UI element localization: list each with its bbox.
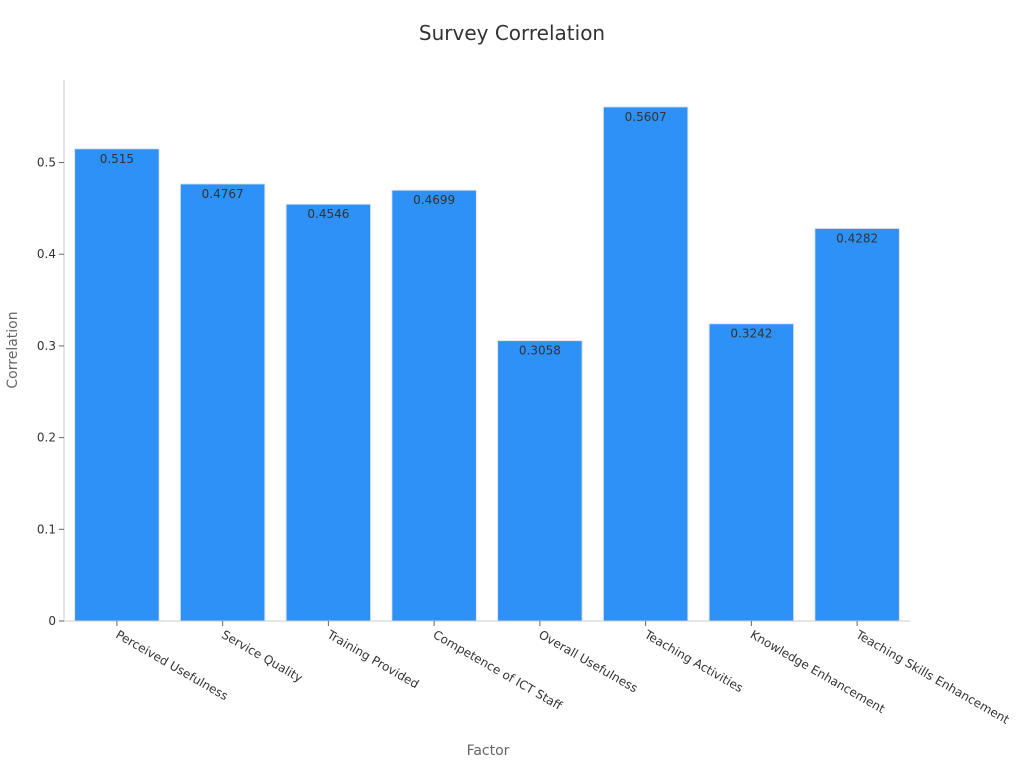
x-tick-label-0: Perceived Usefulness xyxy=(113,627,230,703)
bar-7 xyxy=(814,227,900,622)
y-tick-label-3: 0.3 xyxy=(37,339,56,353)
data-label-0: 0.515 xyxy=(100,152,134,166)
bar-1 xyxy=(179,183,266,622)
x-tick-label-4: Overall Usefulness xyxy=(536,627,640,695)
y-tick-label-1: 0.1 xyxy=(37,522,56,536)
bar-4 xyxy=(497,340,583,622)
bar-3 xyxy=(391,189,477,622)
data-label-6: 0.3242 xyxy=(730,327,772,341)
data-label-2: 0.4546 xyxy=(307,207,349,221)
data-label-3: 0.4699 xyxy=(413,193,455,207)
bar-5 xyxy=(602,106,689,622)
y-tick-label-5: 0.5 xyxy=(37,156,56,170)
data-label-5: 0.5607 xyxy=(625,110,667,124)
y-ticks-group: 0 0.1 0.2 0.3 0.4 0.5 xyxy=(37,156,64,628)
x-tick-label-5: Teaching Activities xyxy=(641,627,745,695)
y-tick-label-4: 0.4 xyxy=(37,247,56,261)
bar-6 xyxy=(708,323,795,622)
bar-0 xyxy=(74,148,160,622)
data-labels-group: 0.515 0.4767 0.4546 0.4699 0.3058 0.5607 0.324… xyxy=(100,110,878,358)
x-tick-label-1: Service Quality xyxy=(219,627,305,685)
chart-title: Survey Correlation xyxy=(419,21,605,45)
bar-2 xyxy=(285,203,372,622)
data-label-7: 0.4282 xyxy=(836,231,878,245)
data-label-1: 0.4767 xyxy=(202,187,244,201)
bars-group xyxy=(74,106,900,622)
y-axis-title: Correlation xyxy=(5,311,21,388)
y-tick-label-0: 0 xyxy=(48,614,56,628)
y-tick-label-2: 0.2 xyxy=(37,431,56,445)
data-label-4: 0.3058 xyxy=(519,344,561,358)
x-axis-title: Factor xyxy=(467,743,510,759)
x-tick-label-2: Training Provided xyxy=(324,627,421,691)
